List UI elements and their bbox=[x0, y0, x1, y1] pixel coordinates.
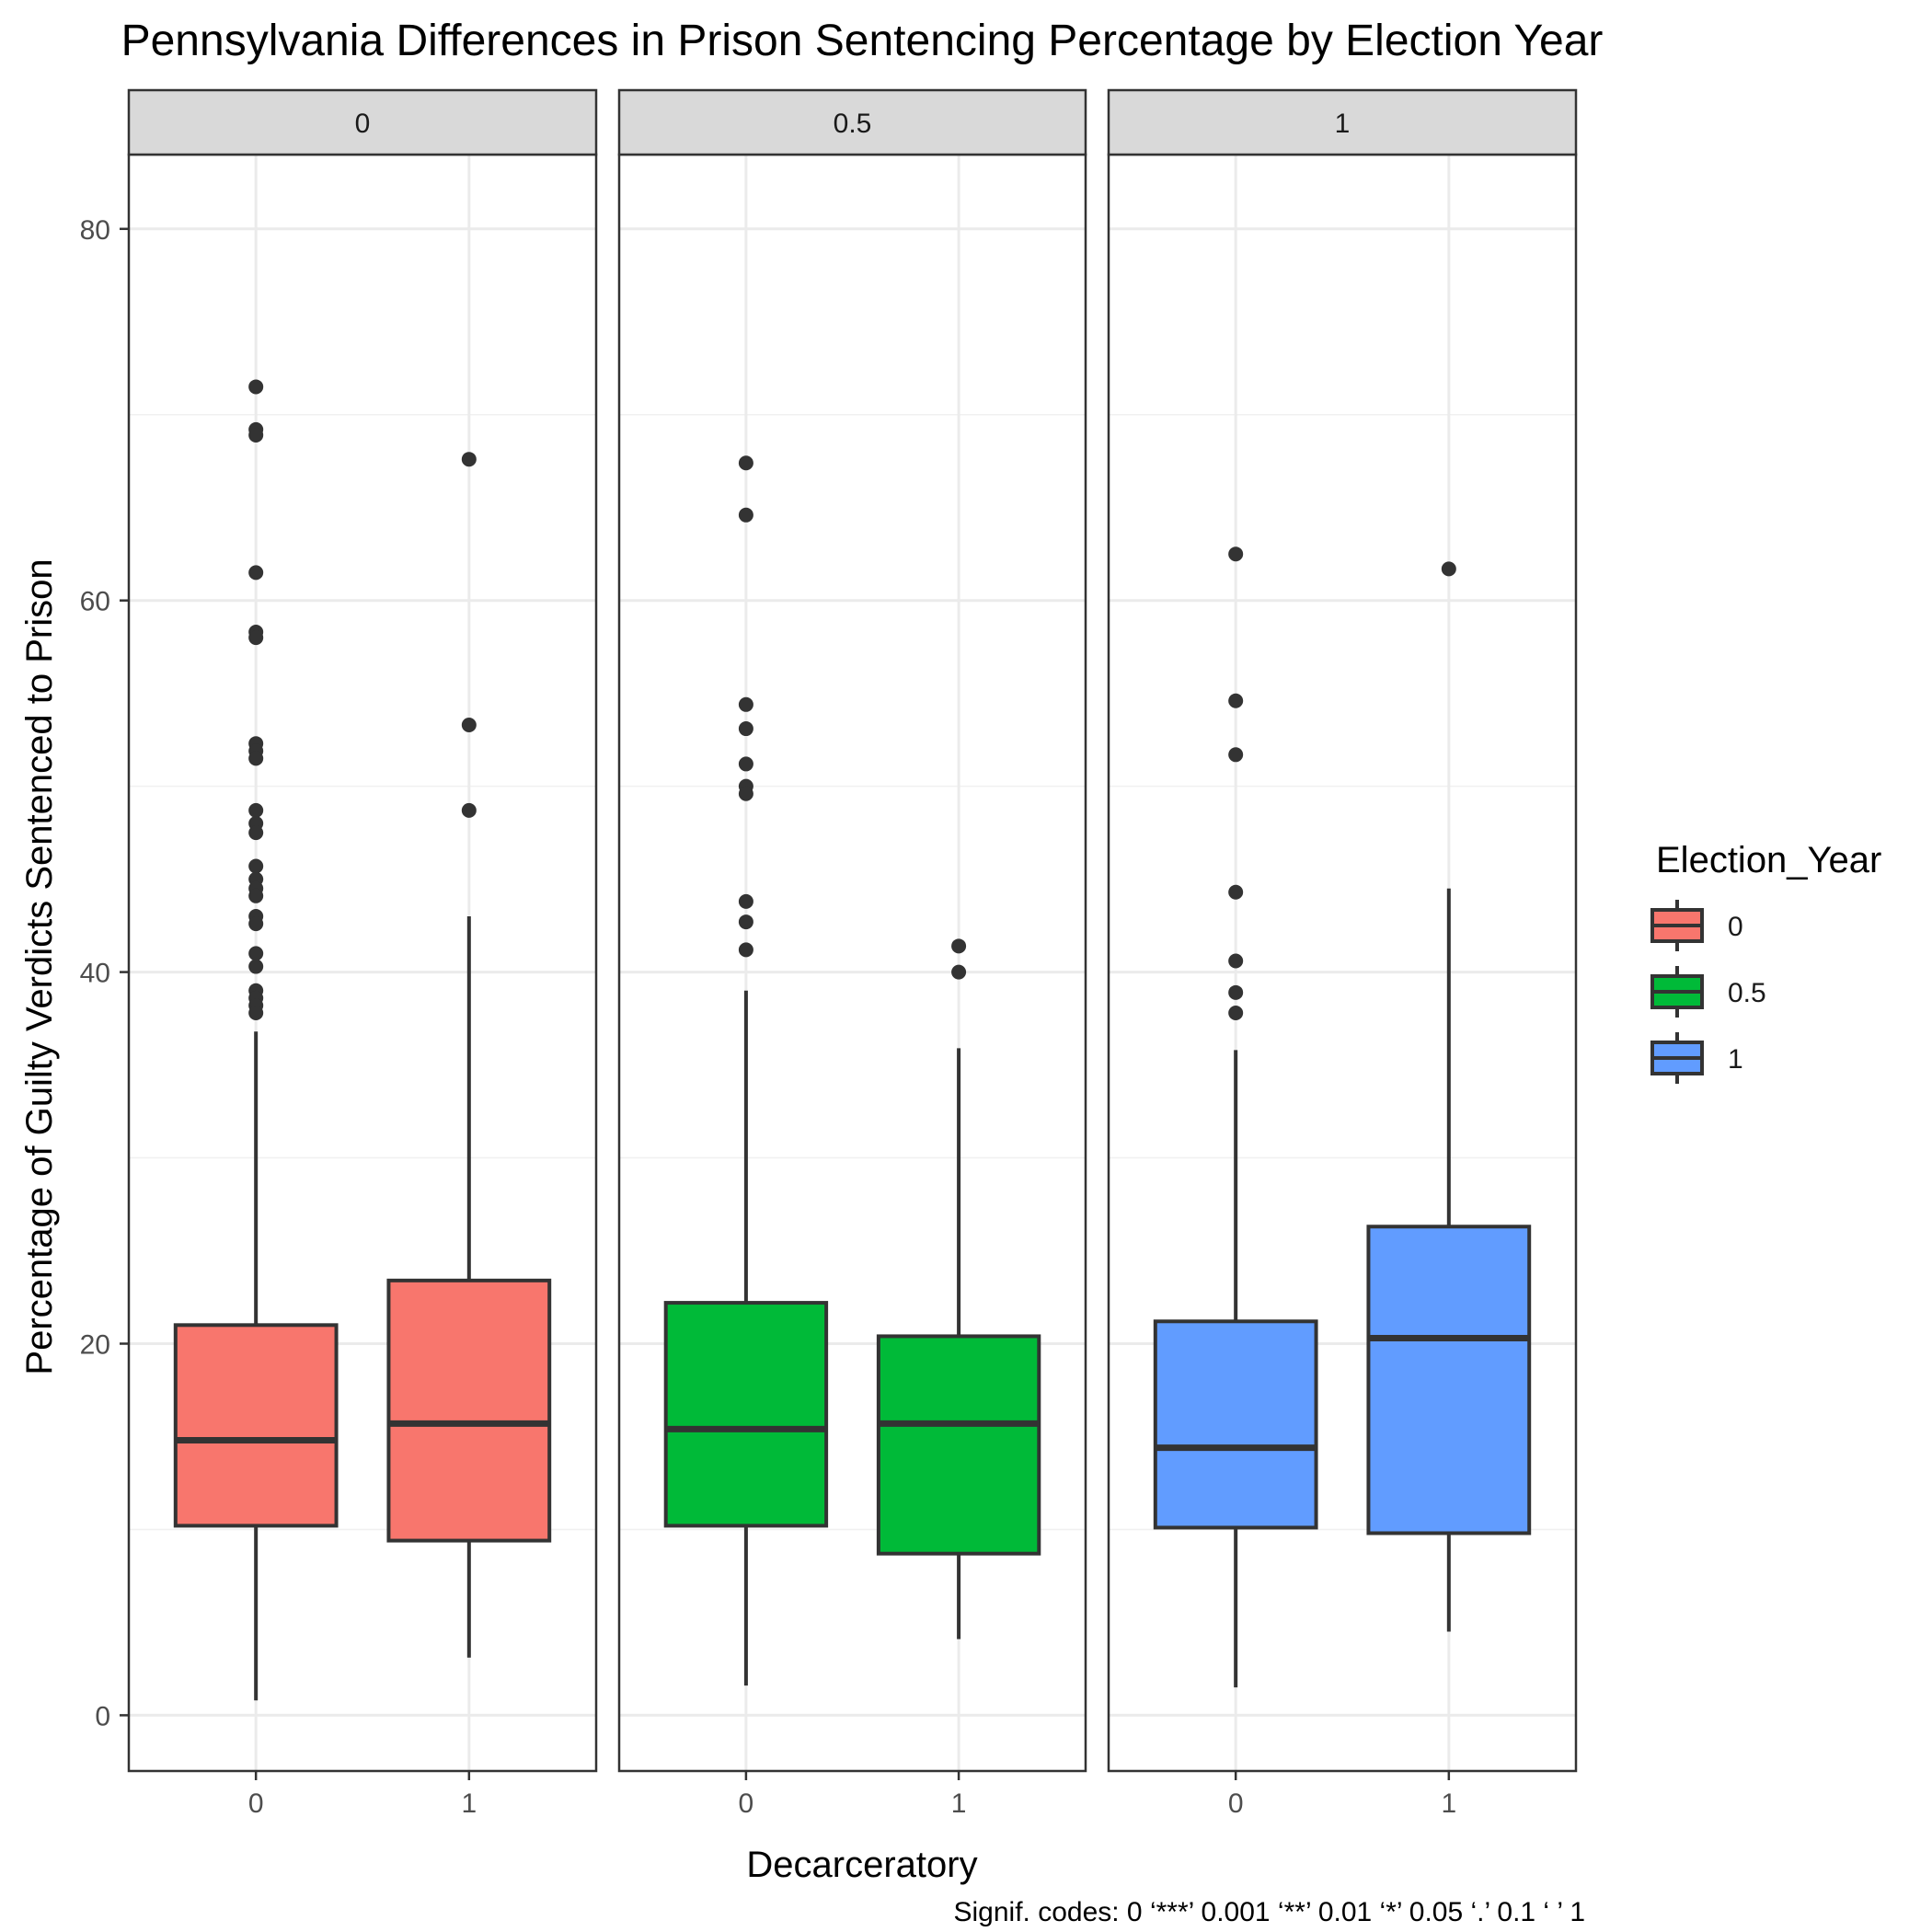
outlier-point bbox=[738, 942, 753, 958]
legend-title: Election_Year bbox=[1656, 840, 1881, 880]
y-tick-label: 0 bbox=[95, 1701, 110, 1731]
outlier-point bbox=[738, 507, 753, 523]
x-tick-label: 1 bbox=[461, 1788, 477, 1819]
legend-item-1: 1 bbox=[1650, 1032, 1743, 1084]
outlier-point bbox=[738, 786, 753, 801]
y-tick-label: 20 bbox=[80, 1330, 110, 1361]
facet-strip-label: 0 bbox=[355, 109, 371, 139]
outlier-point bbox=[248, 858, 264, 874]
facet-panel-0: 0 0 1 bbox=[127, 88, 598, 1819]
legend-label: 0.5 bbox=[1728, 978, 1766, 1008]
outlier-point bbox=[248, 1006, 264, 1021]
outlier-point bbox=[248, 630, 264, 646]
outlier-point bbox=[951, 964, 967, 980]
box-0.5-0 bbox=[663, 455, 829, 1686]
outlier-point bbox=[1441, 561, 1456, 577]
outlier-point bbox=[248, 888, 264, 903]
outlier-point bbox=[248, 565, 264, 581]
y-tick-label: 80 bbox=[80, 215, 110, 246]
facet-panels: 0 0 1 0.5 0 1 1 0 1 bbox=[127, 88, 1578, 1819]
x-tick-label: 0 bbox=[1228, 1788, 1244, 1819]
outlier-point bbox=[248, 379, 264, 395]
y-axis-title: Percentage of Guilty Verdicts Sentenced … bbox=[19, 558, 60, 1374]
x-tick-label: 0 bbox=[248, 1788, 264, 1819]
legend-item-0: 0 bbox=[1650, 900, 1743, 951]
x-tick-label: 1 bbox=[951, 1788, 967, 1819]
signif-codes-caption: Signif. codes: 0 ‘***’ 0.001 ‘**’ 0.01 ‘… bbox=[953, 1897, 1585, 1927]
outlier-point bbox=[738, 455, 753, 471]
y-tick-label: 60 bbox=[80, 587, 110, 617]
legend: Election_Year 0 0.5 1 bbox=[1650, 840, 1881, 1084]
outlier-point bbox=[1228, 1006, 1244, 1021]
outlier-point bbox=[248, 427, 264, 443]
outlier-point bbox=[951, 938, 967, 954]
box-1-1 bbox=[1366, 561, 1532, 1632]
box-0-0 bbox=[173, 379, 339, 1701]
outlier-point bbox=[1228, 693, 1244, 708]
facet-strip-label: 0.5 bbox=[834, 109, 872, 139]
outlier-point bbox=[248, 825, 264, 841]
outlier-point bbox=[248, 802, 264, 818]
outlier-point bbox=[738, 893, 753, 909]
facet-strip-label: 1 bbox=[1335, 109, 1351, 139]
box-iqr bbox=[1366, 1225, 1532, 1535]
outlier-point bbox=[248, 946, 264, 961]
legend-label: 1 bbox=[1728, 1044, 1743, 1075]
outlier-point bbox=[738, 756, 753, 772]
outlier-point bbox=[461, 717, 477, 732]
box-iqr bbox=[1153, 1319, 1318, 1530]
y-tick-label: 40 bbox=[80, 959, 110, 989]
x-axis-title: Decarceratory bbox=[746, 1845, 977, 1885]
outlier-point bbox=[1228, 546, 1244, 562]
facet-strip bbox=[1107, 88, 1578, 156]
box-1-0 bbox=[1153, 546, 1318, 1688]
box-iqr bbox=[876, 1334, 1041, 1556]
legend-item-0.5: 0.5 bbox=[1650, 966, 1766, 1018]
box-0.5-1 bbox=[876, 938, 1041, 1639]
facet-strip bbox=[127, 88, 598, 156]
facet-strip bbox=[617, 88, 1087, 156]
box-iqr bbox=[663, 1301, 829, 1528]
outlier-point bbox=[738, 696, 753, 712]
outlier-point bbox=[1228, 953, 1244, 969]
x-tick-label: 0 bbox=[739, 1788, 754, 1819]
outlier-point bbox=[1228, 747, 1244, 763]
outlier-point bbox=[248, 959, 264, 974]
box-iqr bbox=[173, 1323, 339, 1528]
box-0-1 bbox=[386, 452, 552, 1658]
box-iqr bbox=[386, 1278, 552, 1543]
x-tick-label: 1 bbox=[1441, 1788, 1456, 1819]
outlier-point bbox=[248, 751, 264, 766]
outlier-point bbox=[738, 721, 753, 737]
outlier-point bbox=[461, 802, 477, 818]
facet-panel-0.5: 0.5 0 1 bbox=[617, 88, 1087, 1819]
legend-label: 0 bbox=[1728, 912, 1743, 942]
outlier-point bbox=[1228, 984, 1244, 1000]
outlier-point bbox=[738, 914, 753, 930]
y-axis: 0 20 40 60 80 bbox=[80, 215, 129, 1731]
chart-title: Pennsylvania Differences in Prison Sente… bbox=[121, 17, 1604, 65]
outlier-point bbox=[461, 452, 477, 467]
facet-panel-1: 1 0 1 bbox=[1107, 88, 1578, 1819]
outlier-point bbox=[1228, 884, 1244, 900]
outlier-point bbox=[248, 916, 264, 932]
